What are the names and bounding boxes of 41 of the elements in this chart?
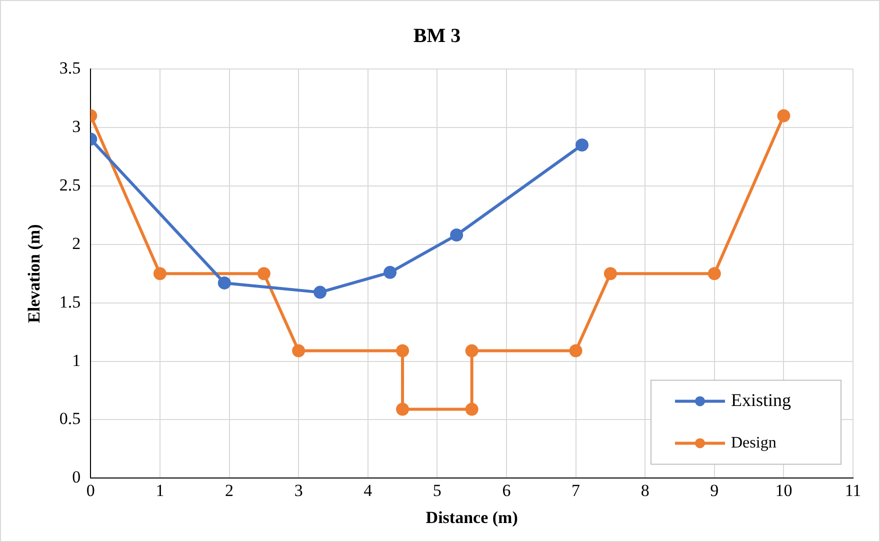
y-tick-label: 0.5	[59, 409, 81, 428]
point	[218, 276, 231, 290]
point	[465, 344, 478, 358]
x-tick-label: 3	[294, 480, 303, 500]
x-tick-label: 0	[86, 480, 95, 500]
x-tick-label: 9	[710, 480, 719, 500]
point	[569, 344, 582, 358]
point	[604, 267, 617, 280]
x-tick-label: 4	[364, 480, 373, 500]
y-tick-label: 1	[72, 350, 81, 370]
x-tick-label: 1	[156, 480, 164, 500]
y-tick-label: 0	[72, 468, 81, 487]
x-tick-label: 2	[225, 480, 234, 500]
y-tick-label: 2.5	[59, 175, 81, 194]
point	[257, 267, 270, 280]
point	[153, 267, 166, 280]
x-tick-label: 6	[502, 480, 511, 500]
point	[292, 344, 306, 358]
point	[450, 228, 464, 242]
point	[396, 402, 410, 416]
y-tick-label: 2	[72, 234, 81, 253]
y-tick-label: 1.5	[59, 292, 81, 312]
point	[777, 109, 790, 122]
point	[465, 402, 478, 416]
x-tick-label: 8	[640, 480, 650, 500]
point	[396, 344, 410, 358]
legend-label: Design	[731, 434, 776, 452]
x-tick-label: 11	[844, 480, 862, 500]
point	[576, 138, 589, 152]
x-tick-label: 5	[432, 480, 442, 500]
point	[384, 266, 397, 279]
x-axis-title: Distance (m)	[426, 508, 518, 528]
y-tick-label: 3	[72, 116, 81, 136]
point	[708, 267, 721, 280]
chart-title: BM 3	[413, 25, 461, 48]
legend-label: Existing	[731, 390, 792, 410]
point	[314, 286, 327, 299]
y-axis-title: Elevation (m)	[24, 224, 44, 323]
x-tick-label: 7	[572, 480, 581, 500]
x-tick-label: 10	[775, 480, 792, 500]
y-tick-label: 3.5	[59, 58, 81, 78]
